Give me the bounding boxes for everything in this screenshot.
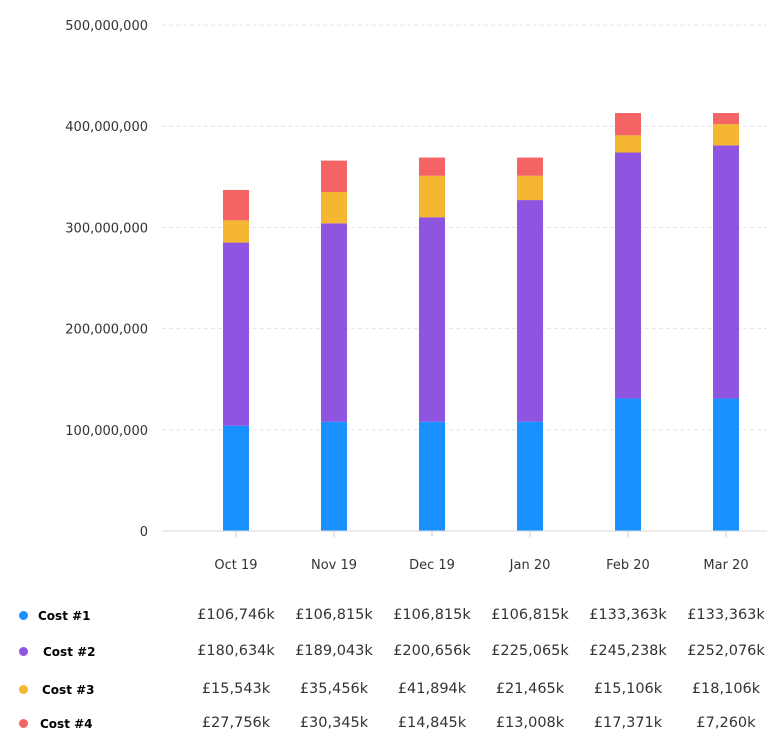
table-cell: £106,746k (197, 607, 275, 623)
table-cell: £180,634k (197, 643, 275, 659)
legend-row: Cost #1 £106,746k £106,815k £106,815k £106,8… (0, 598, 767, 634)
bar-segment-cost-2-mar-20 (713, 145, 739, 399)
bar-segment-cost-4-nov-19 (321, 160, 347, 192)
y-tick-label: 500,000,000 (65, 19, 148, 34)
x-tick-label: Mar 20 (703, 558, 748, 573)
x-tick-label: Jan 20 (509, 558, 551, 573)
bar-segment-cost-4-oct-19 (223, 189, 249, 221)
bar-segment-cost-1-feb-20 (615, 398, 641, 531)
bar-segment-cost-2-jan-20 (517, 200, 543, 422)
bar-segment-cost-4-feb-20 (615, 113, 641, 136)
table-cell: £106,815k (491, 607, 569, 623)
table-cell: £27,756k (201, 715, 271, 731)
y-tick-label: 300,000,000 (65, 221, 148, 236)
bar-segment-cost-4-mar-20 (713, 113, 739, 125)
y-axis-ticks: 0 100,000,000 200,000,000 300,000,000 400,00… (65, 19, 148, 540)
table-cell: £189,043k (295, 643, 373, 659)
legend-label: Cost #2 (43, 645, 96, 659)
legend-row: Cost #2 £180,634k £189,043k £200,656k £225,0… (0, 634, 767, 670)
bar-segment-cost-2-oct-19 (223, 242, 249, 426)
bar-segment-cost-1-jan-20 (517, 421, 543, 531)
legend-label: Cost #4 (40, 717, 93, 731)
y-tick-label: 100,000,000 (65, 424, 148, 439)
bar-segment-cost-2-nov-19 (321, 223, 347, 422)
table-cell: £106,815k (393, 607, 471, 623)
bar-segment-cost-3-nov-19 (321, 191, 347, 224)
table-cell: £15,543k (201, 681, 271, 697)
table-cell: £133,363k (687, 607, 765, 623)
legend-dot-icon (19, 611, 28, 620)
legend-dot-icon (19, 719, 28, 728)
bar-segment-cost-2-feb-20 (615, 152, 641, 399)
legend-label: Cost #3 (42, 683, 95, 697)
table-cell: £133,363k (589, 607, 667, 623)
legend-label: Cost #1 (38, 609, 91, 623)
table-cell: £200,656k (393, 643, 471, 659)
table-cell: £21,465k (495, 681, 565, 697)
legend-row: Cost #3 £15,543k £35,456k £41,894k £21,465k £… (0, 672, 767, 708)
legend-dot-icon (19, 685, 28, 694)
y-tick-label: 0 (140, 525, 148, 540)
grid-lines (162, 24, 767, 431)
table-cell: £41,894k (397, 681, 467, 697)
x-axis-ticks: Oct 19 Nov 19 Dec 19 Jan 20 Feb 20 Mar 20 (214, 531, 749, 573)
stacked-bar-chart: 0 100,000,000 200,000,000 300,000,000 400,00… (65, 19, 767, 573)
table-cell: £14,845k (397, 715, 467, 731)
bar-segment-cost-3-dec-19 (419, 175, 445, 218)
y-tick-label: 400,000,000 (65, 120, 148, 135)
legend-dot-icon (19, 647, 28, 656)
table-cell: £35,456k (299, 681, 369, 697)
bar-segment-cost-1-dec-19 (419, 421, 445, 531)
x-tick-label: Dec 19 (409, 558, 455, 573)
table-cell: £13,008k (495, 715, 565, 731)
bar-segment-cost-3-jan-20 (517, 175, 543, 201)
bar-segment-cost-2-dec-19 (419, 217, 445, 422)
bars (223, 113, 739, 531)
table-cell: £18,106k (691, 681, 761, 697)
table-cell: £225,065k (491, 643, 569, 659)
bar-segment-cost-4-dec-19 (419, 157, 445, 176)
bar-segment-cost-1-mar-20 (713, 398, 739, 531)
x-tick-label: Nov 19 (311, 558, 357, 573)
bar-segment-cost-1-nov-19 (321, 421, 347, 531)
table-cell: £15,106k (593, 681, 663, 697)
table-cell: £252,076k (687, 643, 765, 659)
table-cell: £30,345k (299, 715, 369, 731)
table-cell: £7,260k (696, 715, 756, 731)
table-cell: £17,371k (593, 715, 663, 731)
bar-segment-cost-3-oct-19 (223, 220, 249, 243)
table-cell: £106,815k (295, 607, 373, 623)
bar-segment-cost-1-oct-19 (223, 425, 249, 531)
bar-segment-cost-3-mar-20 (713, 124, 739, 146)
x-tick-label: Oct 19 (214, 558, 257, 573)
table-cell: £245,238k (589, 643, 667, 659)
bar-segment-cost-4-jan-20 (517, 157, 543, 176)
bar-segment-cost-3-feb-20 (615, 135, 641, 153)
x-tick-label: Feb 20 (606, 558, 650, 573)
y-tick-label: 200,000,000 (65, 323, 148, 338)
legend-row: Cost #4 £27,756k £30,345k £14,845k £13,008k £… (0, 706, 767, 742)
